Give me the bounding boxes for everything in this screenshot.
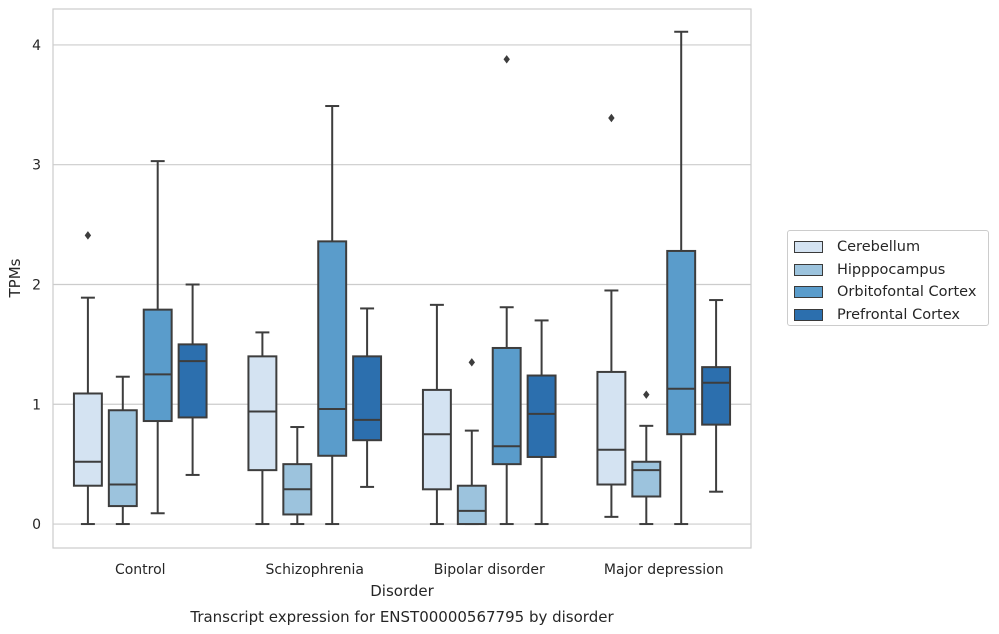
x-tick-label: Schizophrenia [266,562,364,578]
box-body [596,370,627,486]
legend-swatch [794,241,823,254]
plot-frame [52,8,752,549]
box-body [107,409,138,508]
outlier-point [643,390,650,399]
legend-swatch [794,286,823,299]
box-body [142,308,173,423]
box-body [631,460,662,498]
chart-title: Transcript expression for ENST0000056779… [189,608,614,626]
box [526,319,557,526]
legend-label: Prefrontal Cortex [837,306,960,323]
legend-label: Cerebellum [837,239,921,256]
box [282,426,313,526]
x-axis-label: Disorder [370,582,434,600]
y-tick-label: 1 [32,397,41,413]
x-tick-labels: Control Schizophrenia Bipolar disorder Majo… [115,562,724,578]
outlier-point [84,231,92,240]
legend-swatch [794,263,823,276]
outlier-point [608,113,615,123]
box [456,358,487,526]
y-tick-label: 4 [32,38,41,54]
box [317,105,348,526]
legend-label: Orbitofontal Cortex [837,284,977,301]
legend-item-prefrontal-cortex: Prefrontal Cortex [794,304,988,327]
y-axis-label: TPMs [6,258,24,298]
x-tick-label: Major depression [604,562,724,578]
box [107,375,138,526]
legend: Cerebellum Hipppocampus Orbitofontal Cor… [787,230,989,326]
outlier-point [503,55,510,64]
box [247,331,278,526]
box-layer [72,30,732,526]
y-tick-label: 0 [32,517,41,533]
box-body [177,343,208,419]
box-body [701,366,732,426]
legend-swatch [794,308,823,321]
box [491,55,522,526]
box [421,303,452,526]
box [177,283,208,476]
box [596,113,627,518]
box [701,299,732,493]
box [72,231,103,526]
box [631,390,662,526]
box-body [352,355,383,442]
box-body [491,346,522,466]
box-body [666,249,697,436]
box-body [421,388,452,491]
y-tick-labels: 0 1 2 3 4 [32,38,41,533]
plot-background [53,9,751,548]
legend-item-cerebellum: Cerebellum [794,236,988,259]
legend-item-orbitofrontal-cortex: Orbitofontal Cortex [794,281,988,304]
box-body [526,374,557,458]
x-tick-label: Control [115,562,166,578]
y-tick-label: 2 [32,277,41,293]
legend-label: Hipppocampus [837,261,946,278]
box-body [456,484,487,526]
box [666,30,697,526]
box-body [247,355,278,472]
box [352,307,383,488]
box-body [317,240,348,457]
y-tick-label: 3 [32,158,41,174]
x-tick-label: Bipolar disorder [434,562,545,578]
box [142,160,173,515]
box-body [72,392,103,487]
outlier-point [468,358,475,367]
legend-item-hippocampus: Hipppocampus [794,259,988,282]
